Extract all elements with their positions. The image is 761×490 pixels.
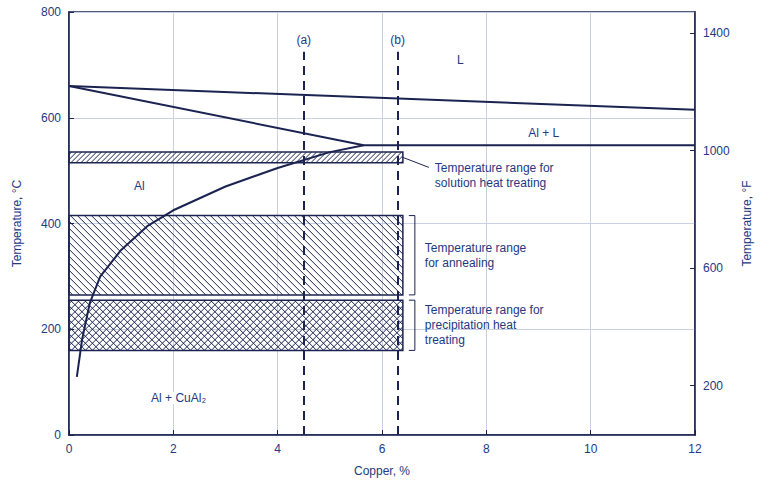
svg-text:1400: 1400 <box>703 26 730 40</box>
svg-text:Temperature, °F: Temperature, °F <box>740 180 754 266</box>
svg-text:Temperature range: Temperature range <box>425 241 527 255</box>
svg-text:1000: 1000 <box>703 144 730 158</box>
svg-text:(a): (a) <box>296 33 311 47</box>
svg-text:(b): (b) <box>390 33 405 47</box>
svg-text:12: 12 <box>688 442 702 456</box>
svg-text:Temperature range for: Temperature range for <box>435 161 554 175</box>
svg-text:600: 600 <box>41 111 61 125</box>
svg-text:solution heat treating: solution heat treating <box>435 176 546 190</box>
svg-text:0: 0 <box>54 428 61 442</box>
svg-text:8: 8 <box>483 442 490 456</box>
svg-text:2: 2 <box>170 442 177 456</box>
svg-text:Temperature, °C: Temperature, °C <box>10 179 24 267</box>
svg-text:10: 10 <box>584 442 598 456</box>
svg-text:600: 600 <box>703 261 723 275</box>
svg-text:6: 6 <box>379 442 386 456</box>
svg-text:Al + CuAl₂: Al + CuAl₂ <box>151 391 206 405</box>
svg-text:treating: treating <box>425 333 465 347</box>
svg-text:200: 200 <box>703 379 723 393</box>
svg-text:L: L <box>457 53 464 67</box>
svg-text:for annealing: for annealing <box>425 256 494 270</box>
svg-text:200: 200 <box>41 322 61 336</box>
svg-text:400: 400 <box>41 217 61 231</box>
svg-text:Al + L: Al + L <box>528 126 559 140</box>
svg-text:800: 800 <box>41 5 61 19</box>
svg-text:0: 0 <box>66 442 73 456</box>
svg-text:Al: Al <box>134 179 145 193</box>
svg-text:precipitation heat: precipitation heat <box>425 318 517 332</box>
svg-text:Copper, %: Copper, % <box>354 464 410 478</box>
svg-text:Temperature range for: Temperature range for <box>425 303 544 317</box>
svg-text:4: 4 <box>274 442 281 456</box>
